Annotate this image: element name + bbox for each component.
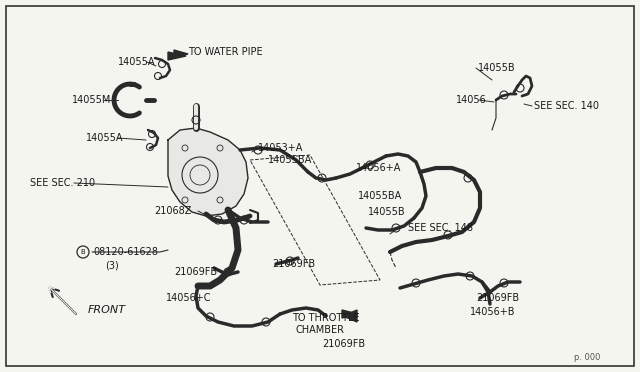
Text: (3): (3) (105, 261, 119, 271)
Text: 14055A: 14055A (86, 133, 124, 143)
Text: 08120-61628: 08120-61628 (93, 247, 158, 257)
Text: 21069FB: 21069FB (476, 293, 519, 303)
Text: SEE SEC. 210: SEE SEC. 210 (30, 178, 95, 188)
Text: 14053+A: 14053+A (258, 143, 303, 153)
Text: 14055A: 14055A (118, 57, 156, 67)
Text: 21069FB: 21069FB (322, 339, 365, 349)
Text: 21069FB: 21069FB (174, 267, 217, 277)
Text: 14055BA: 14055BA (268, 155, 312, 165)
Text: SEE SEC. 148: SEE SEC. 148 (408, 223, 473, 233)
Text: 14056: 14056 (456, 95, 487, 105)
Text: FRONT: FRONT (88, 305, 126, 315)
Text: 14055B: 14055B (368, 207, 406, 217)
Text: 14055BA: 14055BA (358, 191, 403, 201)
Text: CHAMBER: CHAMBER (296, 325, 345, 335)
Text: B: B (81, 249, 85, 255)
Polygon shape (342, 310, 358, 318)
Polygon shape (168, 128, 248, 216)
Text: TO WATER PIPE: TO WATER PIPE (188, 47, 262, 57)
Polygon shape (343, 310, 357, 322)
Polygon shape (168, 52, 186, 60)
Text: 21069FB: 21069FB (272, 259, 315, 269)
Text: TO THROTTLE: TO THROTTLE (292, 313, 360, 323)
Polygon shape (174, 50, 188, 58)
Text: 14056+C: 14056+C (166, 293, 211, 303)
Text: 14055B: 14055B (478, 63, 516, 73)
Text: p. 000: p. 000 (573, 353, 600, 362)
Text: 14056+A: 14056+A (356, 163, 401, 173)
Text: 14056+B: 14056+B (470, 307, 515, 317)
Text: 21068Z: 21068Z (154, 206, 191, 216)
Text: 14055M: 14055M (72, 95, 111, 105)
Text: SEE SEC. 140: SEE SEC. 140 (534, 101, 599, 111)
